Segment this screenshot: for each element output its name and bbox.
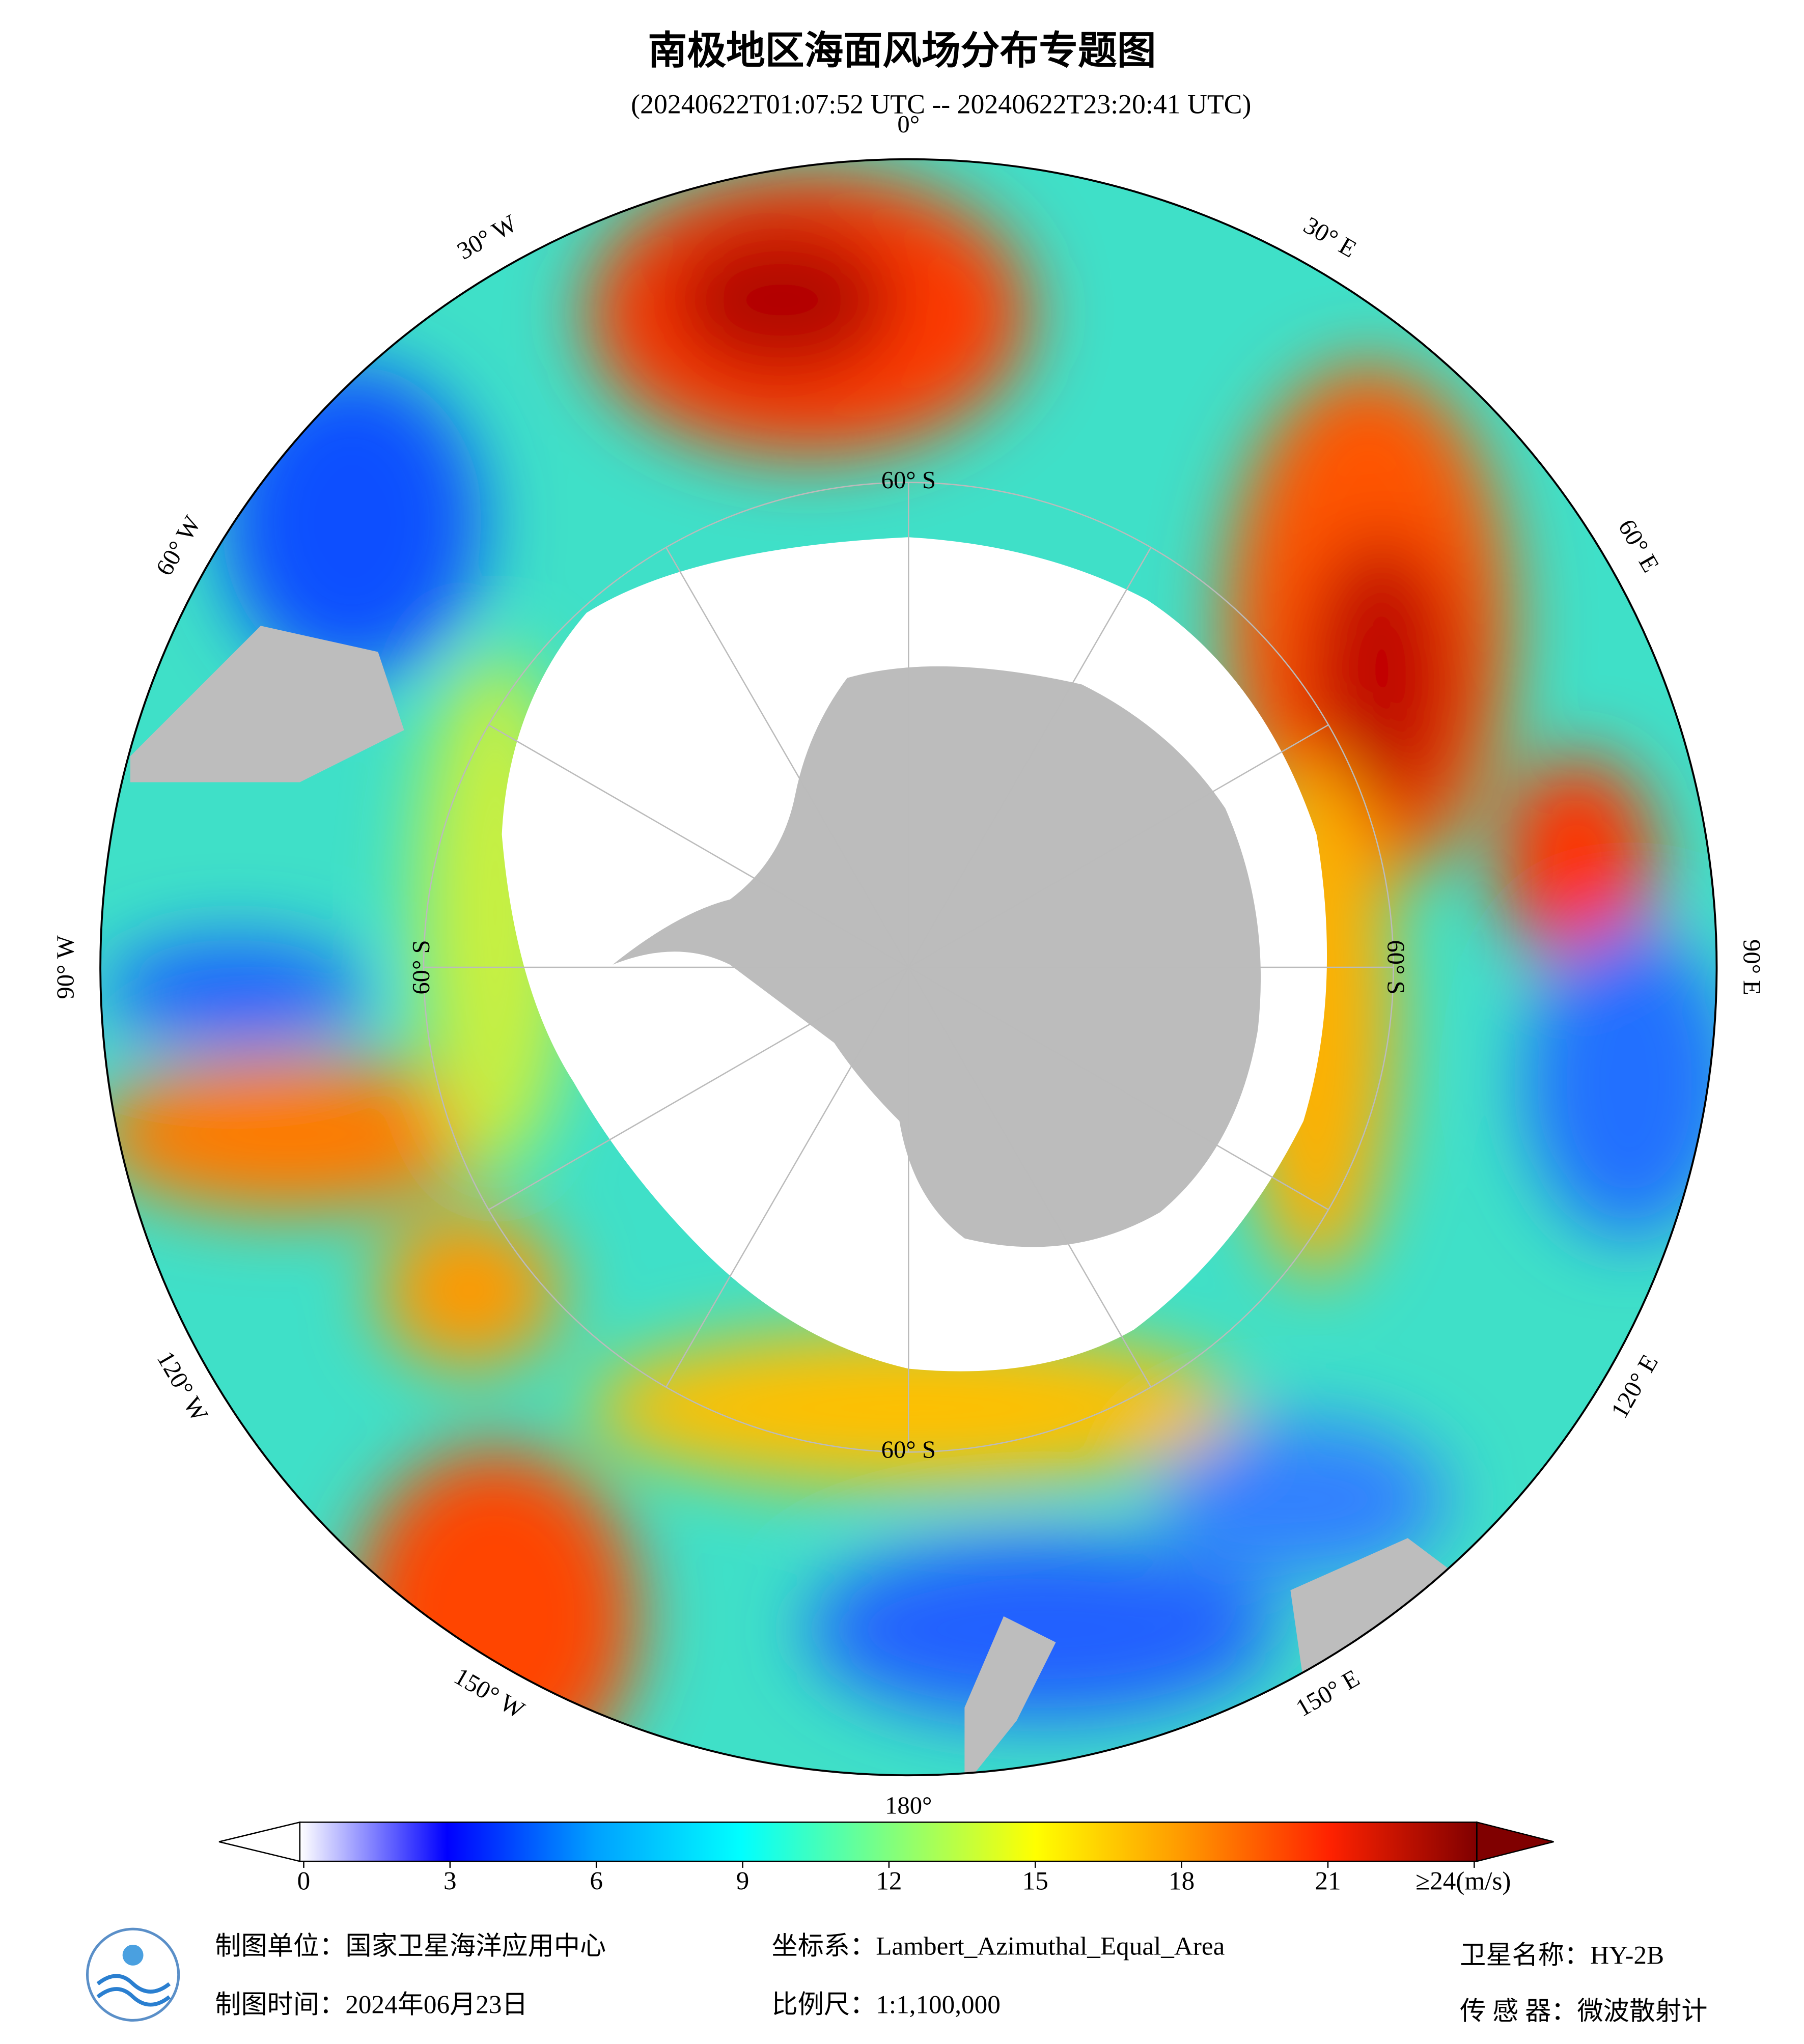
footer-satellite: 卫星名称：HY-2B: [1460, 1941, 1664, 1970]
colorbar-tick-label: 3: [443, 1866, 457, 1895]
colorbar-tick-label: 18: [1169, 1866, 1195, 1895]
logo: [86, 1927, 180, 2022]
latitude-label: 60° S: [1382, 940, 1409, 994]
colorbar-tick-label: ≥24(m/s): [1416, 1866, 1511, 1895]
footer-unit: 制图单位：国家卫星海洋应用中心: [215, 1931, 606, 1961]
colorbar-under: [218, 1821, 301, 1862]
footer-sensor: 传 感 器：微波散射计: [1460, 1997, 1707, 2026]
longitude-label: 180°: [885, 1791, 932, 1819]
longitude-label: 60° W: [150, 511, 206, 580]
longitude-label: 60° E: [1613, 515, 1665, 577]
antarctica: [613, 666, 1261, 1247]
colorbar: [299, 1822, 1478, 1862]
meridian: [908, 967, 1152, 1388]
longitude-label: 30° E: [1299, 211, 1361, 263]
footer-crs: 坐标系：Lambert_Azimuthal_Equal_Area: [772, 1931, 1225, 1961]
longitude-label: 30° W: [453, 209, 522, 265]
graticule: [423, 482, 1394, 1453]
title: 南极地区海面风场分布专题图: [648, 30, 1156, 73]
longitude-label: 90° W: [51, 935, 79, 999]
colorbar-tick-label: 6: [590, 1866, 603, 1895]
footer-date: 制图时间：2024年06月23日: [215, 1991, 528, 2020]
longitude-label: 90° E: [1738, 939, 1765, 995]
meridian: [488, 966, 909, 1211]
latitude-label: 60° S: [407, 940, 435, 994]
meridian: [908, 966, 1329, 1211]
colorbar-tick-label: 9: [736, 1866, 750, 1895]
subtitle: (20240622T01:07:52 UTC -- 20240622T23:20…: [631, 89, 1251, 120]
colorbar-over: [1476, 1821, 1554, 1862]
map-border: [99, 158, 1718, 1777]
meridian: [908, 724, 1329, 968]
footer-scale: 比例尺：1:1,100,000: [772, 1991, 1001, 2020]
meridian: [665, 547, 909, 968]
latitude-label: 60° S: [881, 1436, 936, 1463]
colorbar-tick-label: 0: [297, 1866, 311, 1895]
meridian: [665, 967, 909, 1388]
meridian: [908, 547, 1152, 968]
latitude-label: 60° S: [881, 466, 936, 494]
meridian: [488, 724, 909, 968]
colorbar-tick-label: 12: [876, 1866, 902, 1895]
longitude-label: 0°: [897, 110, 920, 138]
colorbar-tick-label: 15: [1022, 1866, 1048, 1895]
colorbar-tick-label: 21: [1315, 1866, 1341, 1895]
